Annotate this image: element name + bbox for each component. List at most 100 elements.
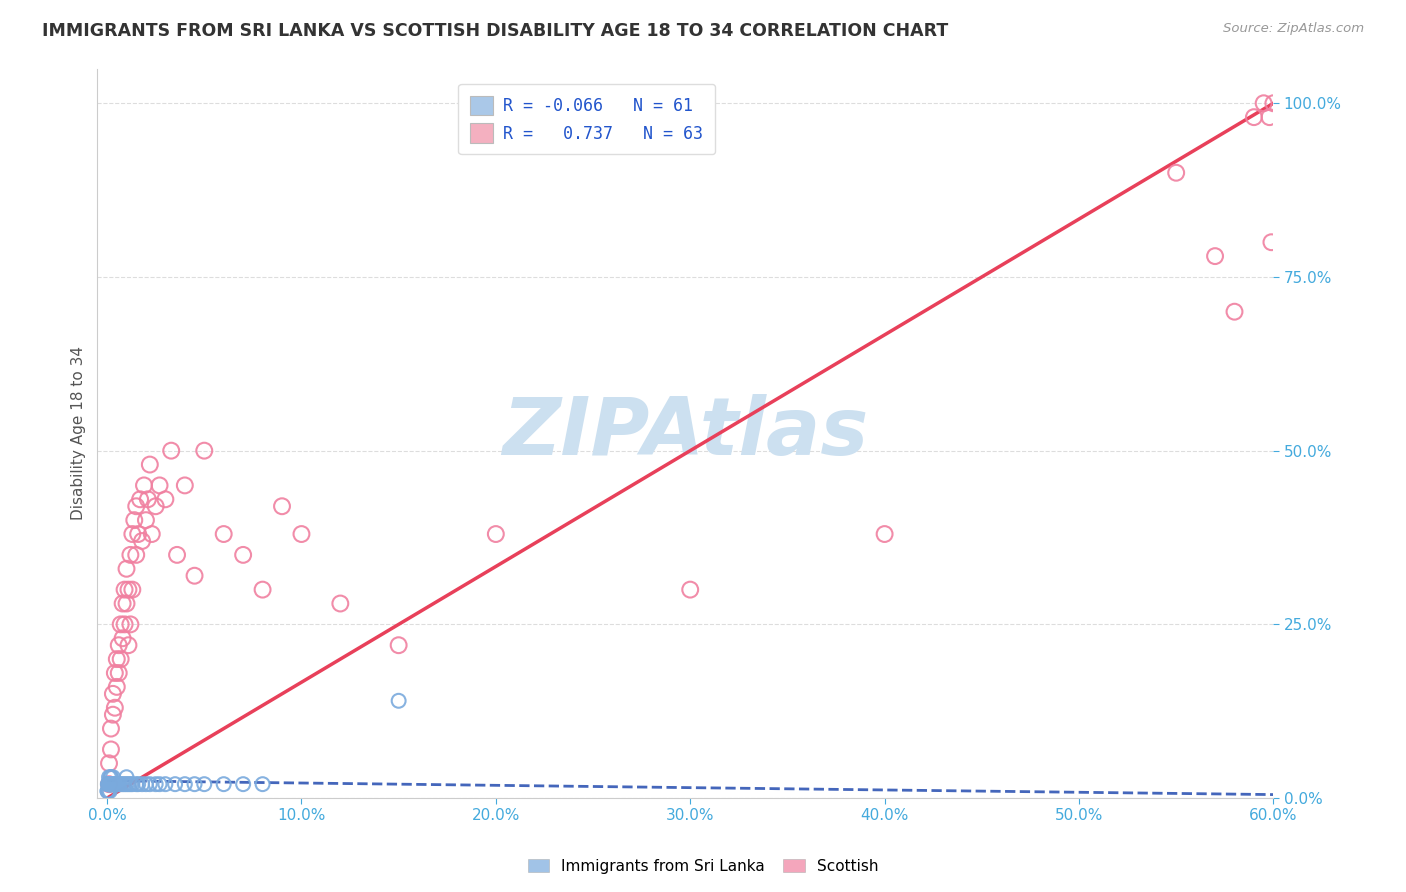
- Point: [1258, 110, 1281, 124]
- Point: [165, 777, 187, 791]
- Point: [100, 777, 122, 791]
- Point: [252, 777, 274, 791]
- Point: [117, 638, 139, 652]
- Point: [121, 527, 143, 541]
- Point: [1223, 304, 1246, 318]
- Point: [125, 500, 148, 514]
- Point: [107, 777, 129, 791]
- Point: [114, 777, 136, 791]
- Point: [131, 533, 153, 548]
- Point: [183, 777, 205, 791]
- Point: [485, 527, 508, 541]
- Point: [98, 756, 121, 771]
- Point: [136, 492, 159, 507]
- Point: [103, 777, 125, 791]
- Point: [115, 777, 138, 791]
- Point: [101, 687, 124, 701]
- Point: [101, 777, 124, 791]
- Point: [117, 777, 139, 791]
- Point: [101, 770, 124, 784]
- Point: [1260, 235, 1282, 250]
- Point: [111, 777, 134, 791]
- Point: [110, 617, 132, 632]
- Point: [290, 527, 312, 541]
- Point: [97, 777, 120, 791]
- Point: [100, 770, 122, 784]
- Point: [114, 617, 136, 632]
- Point: [212, 777, 235, 791]
- Point: [97, 784, 120, 798]
- Point: [110, 777, 132, 791]
- Point: [120, 777, 142, 791]
- Point: [131, 777, 153, 791]
- Point: [155, 492, 177, 507]
- Point: [388, 694, 411, 708]
- Point: [100, 722, 122, 736]
- Point: [96, 784, 118, 798]
- Point: [173, 777, 195, 791]
- Point: [115, 562, 138, 576]
- Point: [679, 582, 702, 597]
- Point: [271, 500, 294, 514]
- Text: Source: ZipAtlas.com: Source: ZipAtlas.com: [1223, 22, 1364, 36]
- Point: [1243, 110, 1265, 124]
- Y-axis label: Disability Age 18 to 34: Disability Age 18 to 34: [72, 346, 86, 520]
- Point: [100, 777, 122, 791]
- Point: [166, 548, 188, 562]
- Point: [329, 597, 352, 611]
- Point: [103, 777, 125, 791]
- Point: [105, 680, 128, 694]
- Point: [173, 478, 195, 492]
- Point: [135, 777, 157, 791]
- Point: [98, 777, 121, 791]
- Text: IMMIGRANTS FROM SRI LANKA VS SCOTTISH DISABILITY AGE 18 TO 34 CORRELATION CHART: IMMIGRANTS FROM SRI LANKA VS SCOTTISH DI…: [42, 22, 949, 40]
- Point: [155, 777, 177, 791]
- Point: [104, 777, 127, 791]
- Point: [104, 777, 127, 791]
- Point: [160, 443, 183, 458]
- Point: [1166, 166, 1188, 180]
- Point: [97, 784, 120, 798]
- Point: [98, 770, 121, 784]
- Point: [98, 784, 121, 798]
- Point: [129, 492, 152, 507]
- Point: [100, 742, 122, 756]
- Point: [100, 777, 122, 791]
- Point: [100, 770, 122, 784]
- Point: [98, 777, 121, 791]
- Point: [104, 777, 127, 791]
- Point: [148, 777, 170, 791]
- Point: [101, 777, 124, 791]
- Point: [97, 784, 120, 798]
- Point: [105, 652, 128, 666]
- Point: [98, 777, 121, 791]
- Point: [117, 582, 139, 597]
- Point: [125, 777, 148, 791]
- Point: [107, 638, 129, 652]
- Point: [101, 777, 124, 791]
- Point: [101, 707, 124, 722]
- Point: [100, 777, 122, 791]
- Point: [252, 582, 274, 597]
- Point: [135, 513, 157, 527]
- Legend: Immigrants from Sri Lanka, Scottish: Immigrants from Sri Lanka, Scottish: [522, 853, 884, 880]
- Point: [97, 777, 120, 791]
- Point: [121, 777, 143, 791]
- Point: [97, 777, 120, 791]
- Point: [107, 665, 129, 680]
- Point: [110, 652, 132, 666]
- Point: [124, 513, 146, 527]
- Point: [114, 582, 136, 597]
- Point: [105, 777, 128, 791]
- Point: [120, 617, 142, 632]
- Point: [98, 777, 121, 791]
- Point: [125, 548, 148, 562]
- Point: [115, 597, 138, 611]
- Point: [212, 527, 235, 541]
- Point: [104, 665, 127, 680]
- Point: [141, 527, 163, 541]
- Point: [97, 777, 120, 791]
- Point: [101, 777, 124, 791]
- Point: [193, 443, 215, 458]
- Point: [232, 548, 254, 562]
